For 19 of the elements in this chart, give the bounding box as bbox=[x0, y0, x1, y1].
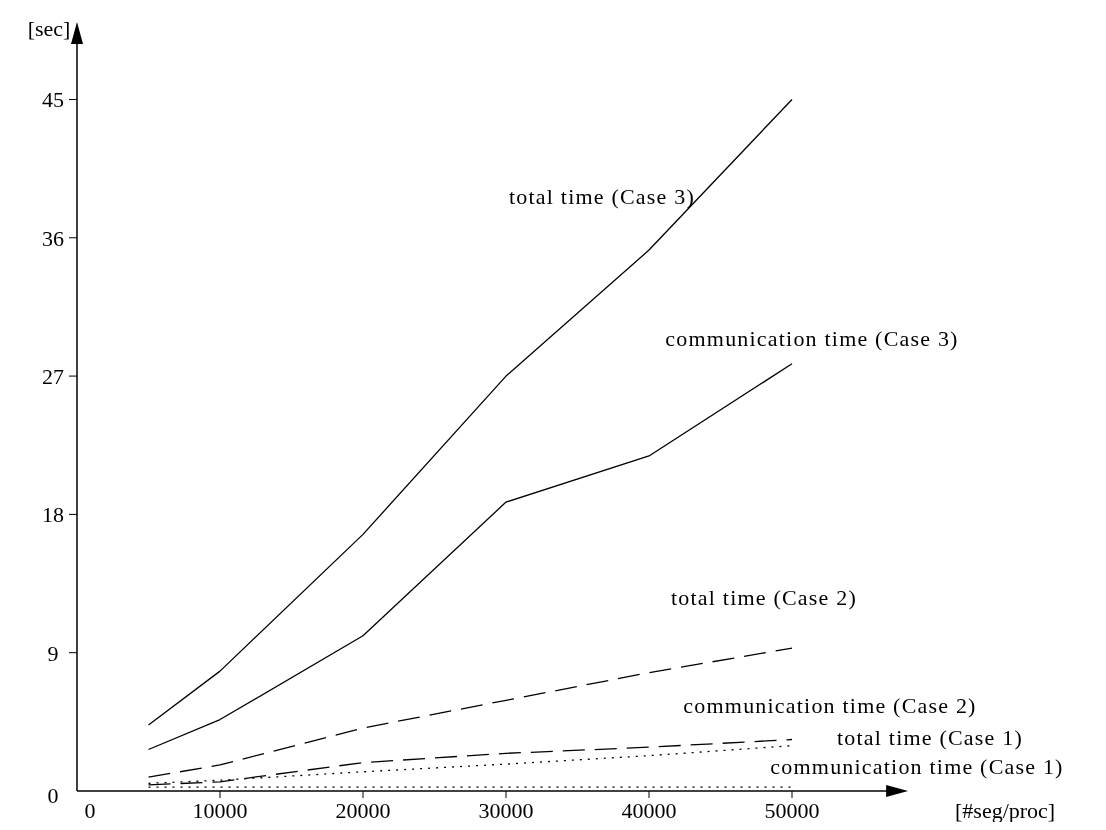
x-axis-title: [#seg/proc] bbox=[955, 798, 1056, 823]
text: total time (Case 2) bbox=[671, 585, 857, 611]
series-label: total time (Case 3) bbox=[509, 184, 695, 210]
y-tick-label: 45 bbox=[42, 87, 64, 113]
y-axis-title: [sec] bbox=[27, 16, 71, 41]
series-label: communication time (Case 1) bbox=[770, 754, 1064, 780]
y-tick-label: 9 bbox=[47, 640, 59, 666]
y-tick-label: 36 bbox=[42, 225, 64, 251]
x-tick-label: 10000 bbox=[192, 798, 248, 823]
x-tick-label: 40000 bbox=[621, 798, 677, 823]
x-tick-label: 20000 bbox=[335, 798, 391, 823]
x-tick-label: 30000 bbox=[478, 798, 534, 823]
x-tick-label: 0 bbox=[84, 798, 96, 823]
series-label: communication time (Case 3) bbox=[665, 325, 959, 351]
text: total time (Case 1) bbox=[837, 724, 1023, 750]
y-tick-label: 27 bbox=[42, 364, 64, 390]
y-tick-label: 18 bbox=[42, 502, 64, 528]
x-tick-label: 50000 bbox=[764, 798, 820, 823]
series-label: communication time (Case 2) bbox=[683, 692, 977, 718]
